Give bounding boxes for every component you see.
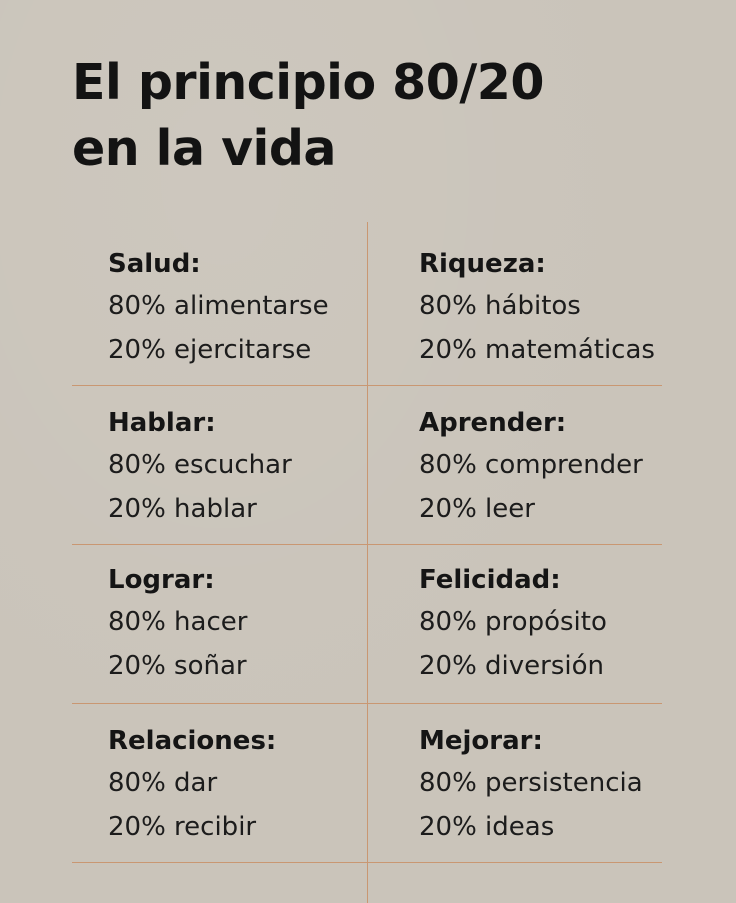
cell-hablar: Hablar: 80% escuchar 20% hablar [108,408,398,524]
cell-line-80: 80% alimentarse [108,291,329,321]
title-line-2: en la vida [72,120,336,177]
cell-heading: Lograr: [108,565,215,595]
page-title: El principio 80/20 en la vida [72,50,544,182]
cell-line-20: 20% matemáticas [419,335,655,365]
cell-relaciones: Relaciones: 80% dar 20% recibir [108,726,398,842]
horizontal-divider-3 [72,703,662,704]
cell-line-20: 20% ejercitarse [108,335,312,365]
cell-line-80: 80% hábitos [419,291,581,321]
cell-line-20: 20% leer [419,494,535,524]
cell-salud: Salud: 80% alimentarse 20% ejercitarse [108,249,398,365]
cell-heading: Hablar: [108,408,216,438]
cell-aprender: Aprender: 80% comprender 20% leer [419,408,709,524]
cell-riqueza: Riqueza: 80% hábitos 20% matemáticas [419,249,709,365]
cell-line-20: 20% hablar [108,494,257,524]
cell-line-80: 80% persistencia [419,768,643,798]
cell-line-80: 80% escuchar [108,450,292,480]
cell-line-80: 80% comprender [419,450,643,480]
cell-heading: Mejorar: [419,726,543,756]
cell-line-20: 20% ideas [419,812,555,842]
cell-line-20: 20% soñar [108,651,247,681]
vertical-divider [367,222,368,903]
cell-felicidad: Felicidad: 80% propósito 20% diversión [419,565,709,681]
cell-heading: Salud: [108,249,201,279]
cell-heading: Relaciones: [108,726,277,756]
cell-heading: Riqueza: [419,249,546,279]
cell-line-20: 20% diversión [419,651,605,681]
title-line-1: El principio 80/20 [72,54,544,111]
cell-heading: Felicidad: [419,565,561,595]
horizontal-divider-4 [72,862,662,863]
cell-line-80: 80% dar [108,768,218,798]
cell-line-80: 80% propósito [419,607,607,637]
cell-mejorar: Mejorar: 80% persistencia 20% ideas [419,726,709,842]
cell-heading: Aprender: [419,408,567,438]
horizontal-divider-2 [72,544,662,545]
cell-lograr: Lograr: 80% hacer 20% soñar [108,565,398,681]
cell-line-20: 20% recibir [108,812,257,842]
cell-line-80: 80% hacer [108,607,248,637]
horizontal-divider-1 [72,385,662,386]
